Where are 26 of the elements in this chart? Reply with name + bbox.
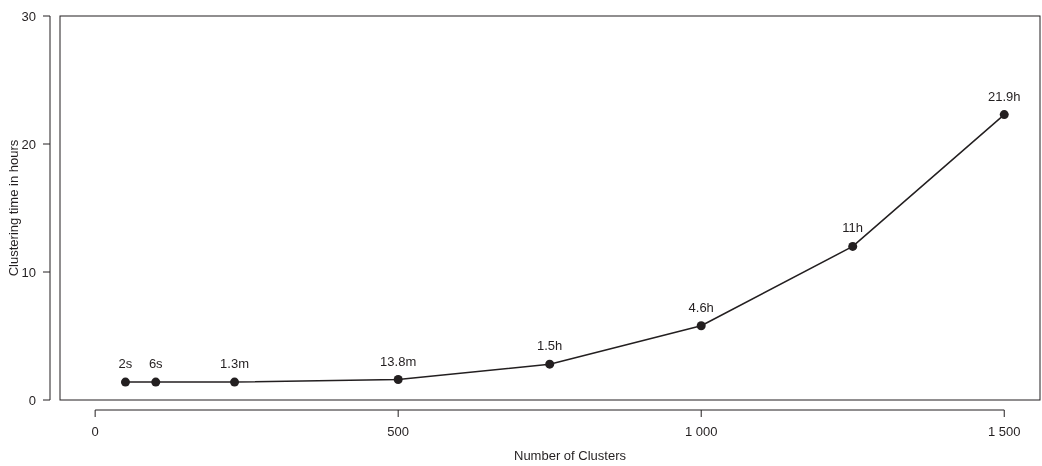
y-tick-label: 10: [21, 265, 36, 280]
point: [120, 377, 130, 387]
point: [999, 110, 1009, 120]
point: [230, 377, 240, 387]
annotation: 11h: [842, 220, 864, 236]
y-tick-label: 0: [28, 393, 36, 408]
annotation: 1.3m: [220, 356, 249, 372]
point: [696, 321, 706, 331]
annotation: 1.5h: [537, 338, 563, 354]
point: [545, 359, 555, 369]
x-axis-title: Number of Clusters: [514, 448, 627, 463]
y-tick-label: 20: [21, 137, 36, 152]
y-axis-title: Clustering time in hours: [6, 139, 21, 277]
point: [848, 241, 858, 251]
x-tick-label: 0: [91, 424, 99, 439]
x-tick-label: 500: [387, 424, 410, 439]
annotation: 13.8m: [380, 353, 417, 369]
annotation: 21.9h: [987, 88, 1021, 104]
annotation: 6s: [148, 356, 164, 372]
point: [393, 375, 403, 385]
x-tick-label: 1 500: [987, 424, 1021, 439]
x-tick-label: 1 000: [684, 424, 718, 439]
annotation: 4.6h: [688, 299, 714, 315]
annotation: 2s: [118, 356, 133, 372]
y-tick-label: 30: [21, 9, 36, 24]
point: [151, 377, 161, 387]
